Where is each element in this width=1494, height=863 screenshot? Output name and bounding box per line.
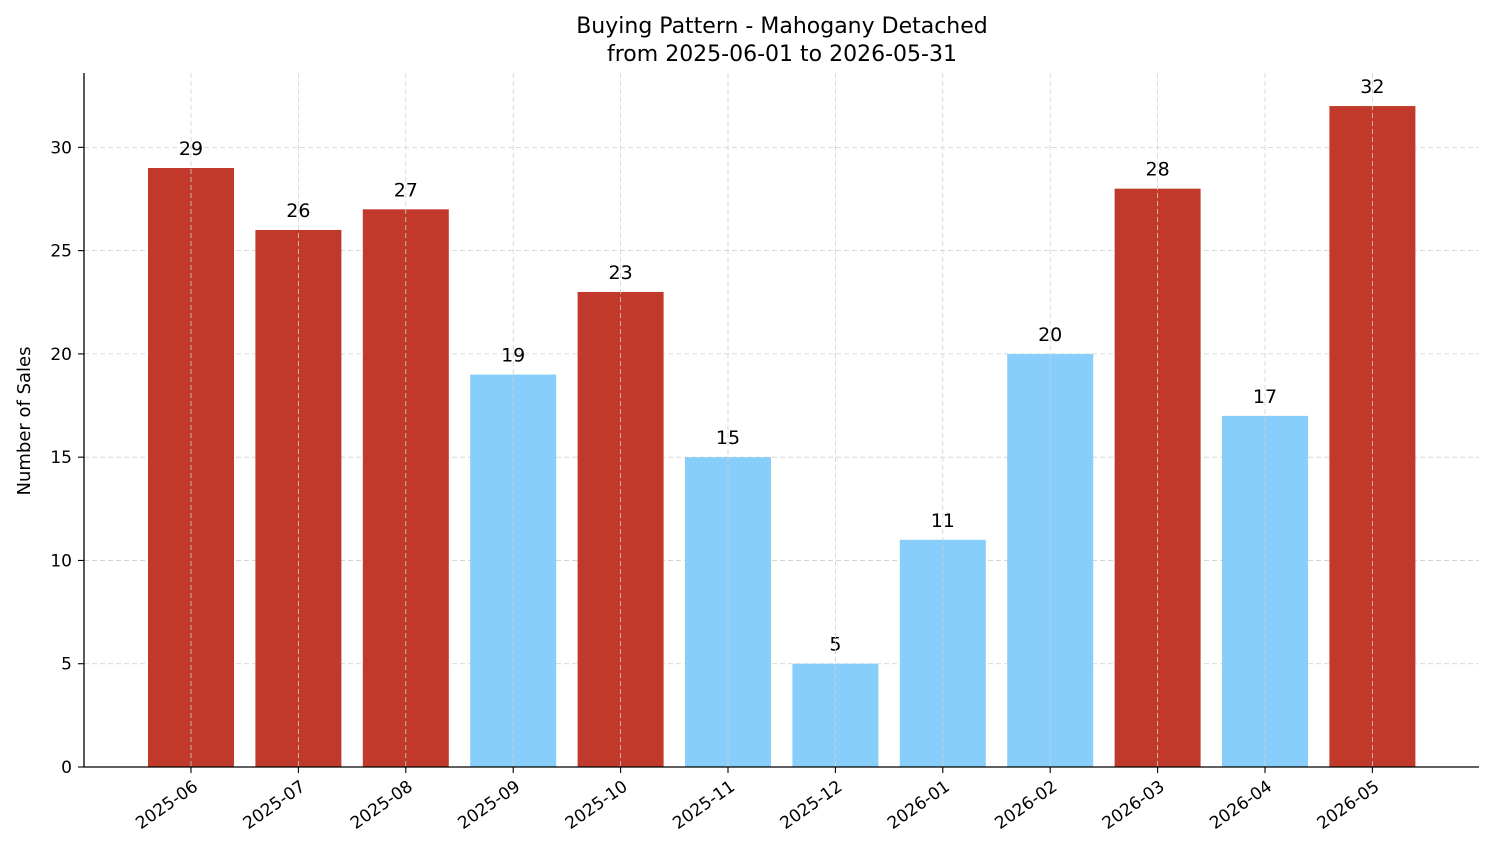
y-tick-label: 10 bbox=[50, 551, 72, 571]
x-tick-label-2025-11: 2025-11 bbox=[669, 777, 739, 834]
x-tick-label-2026-01: 2026-01 bbox=[884, 777, 954, 834]
y-tick-label: 20 bbox=[50, 345, 72, 365]
value-label-2025-10: 23 bbox=[609, 262, 633, 284]
x-tick-label-2025-07: 2025-07 bbox=[240, 777, 310, 834]
value-label-2026-01: 11 bbox=[931, 510, 955, 532]
x-tick-label-2025-10: 2025-10 bbox=[562, 777, 632, 834]
y-axis-title: Number of Sales bbox=[14, 346, 35, 495]
x-tick-label-2025-06: 2025-06 bbox=[132, 777, 202, 834]
y-tick-label: 30 bbox=[50, 138, 72, 158]
x-tick-label-2026-05: 2026-05 bbox=[1314, 777, 1384, 834]
x-tick-label-2026-04: 2026-04 bbox=[1206, 777, 1276, 834]
value-label-2026-02: 20 bbox=[1038, 324, 1062, 346]
value-label-2025-08: 27 bbox=[394, 179, 418, 201]
x-tick-label-2025-09: 2025-09 bbox=[454, 777, 524, 834]
chart-subtitle: from 2025-06-01 to 2026-05-31 bbox=[607, 42, 957, 67]
chart-title: Buying Pattern - Mahogany Detached bbox=[576, 14, 988, 39]
y-tick-label: 15 bbox=[50, 448, 72, 468]
y-tick-label: 5 bbox=[61, 655, 72, 675]
value-label-2026-05: 32 bbox=[1360, 76, 1384, 98]
x-tick-label-2025-08: 2025-08 bbox=[347, 777, 417, 834]
y-tick-label: 25 bbox=[50, 242, 72, 262]
value-label-2025-11: 15 bbox=[716, 427, 740, 449]
y-tick-label: 0 bbox=[61, 758, 72, 778]
x-tick-label-2026-02: 2026-02 bbox=[991, 777, 1061, 834]
bars bbox=[148, 106, 1416, 768]
x-tick-label-2026-03: 2026-03 bbox=[1099, 777, 1169, 834]
x-tick-label-2025-12: 2025-12 bbox=[777, 777, 847, 834]
